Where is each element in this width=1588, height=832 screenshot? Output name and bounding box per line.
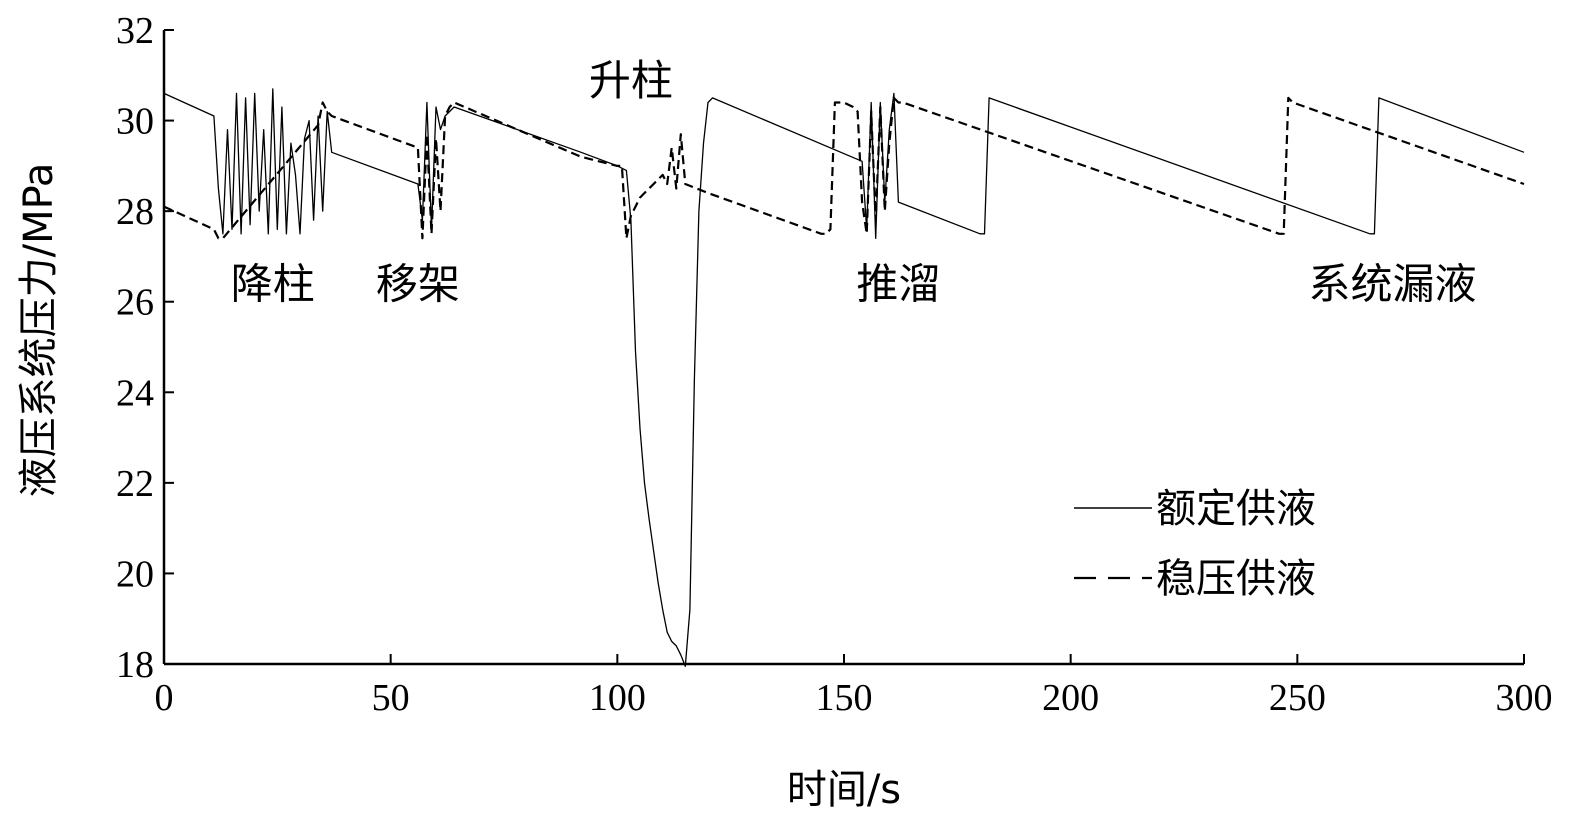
- x-tick-label: 200: [1042, 677, 1099, 719]
- annotation-label: 降柱: [231, 260, 315, 309]
- y-tick-label: 32: [116, 10, 154, 52]
- series-line-2: [163, 96, 1525, 240]
- annotation-label: 推溜: [856, 260, 940, 309]
- y-tick-label: 26: [116, 282, 154, 324]
- series-line-1: [163, 88, 1525, 667]
- y-tick-label: 20: [116, 553, 154, 595]
- y-tick-label: 24: [116, 372, 154, 414]
- x-tick-label: 250: [1269, 677, 1326, 719]
- x-tick-label: 50: [372, 677, 410, 719]
- x-tick-label: 100: [589, 677, 646, 719]
- annotation-label: 移架: [376, 260, 460, 309]
- y-tick-label: 18: [116, 644, 154, 686]
- y-tick-label: 22: [116, 463, 154, 505]
- x-tick-label: 300: [1496, 677, 1553, 719]
- y-axis-title: 液压系统压力/MPa: [16, 163, 62, 498]
- y-tick-label: 28: [116, 191, 154, 233]
- legend-label: 稳压供液: [1156, 556, 1316, 602]
- annotation-label: 升柱: [589, 56, 673, 105]
- legend-label: 额定供液: [1156, 486, 1316, 532]
- annotation-label: 系统漏液: [1309, 260, 1477, 309]
- y-tick-label: 30: [116, 101, 154, 143]
- x-tick-label: 150: [816, 677, 873, 719]
- x-axis-title: 时间/s: [787, 767, 901, 813]
- series-layer: [163, 88, 1525, 667]
- axes: 0 50 100 150 200 250 300 18 20 22 24 26 28 30 32: [116, 10, 1553, 719]
- x-tick-label: 0: [155, 677, 174, 719]
